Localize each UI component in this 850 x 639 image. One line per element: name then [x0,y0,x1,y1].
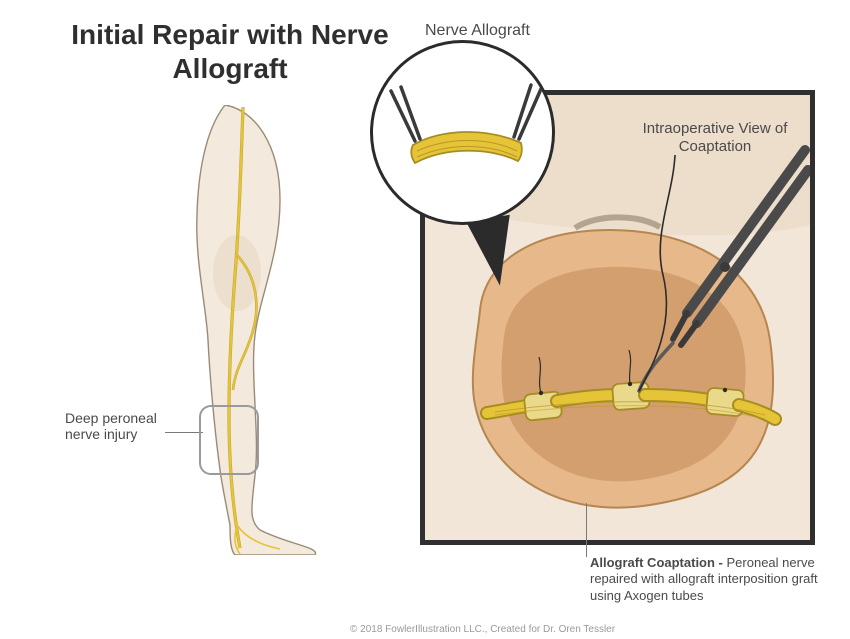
leg-svg [55,105,355,555]
allograft-inset [370,40,555,225]
injury-callout-box [199,405,259,475]
page-title: Initial Repair with Nerve Allograft [70,18,390,85]
copyright-text: © 2018 FowlerIllustration LLC., Created … [350,624,615,635]
coaptation-heading: Allograft Coaptation - [590,555,723,570]
injury-label: Deep peroneal nerve injury [65,410,165,442]
coaptation-label: Allograft Coaptation - Peroneal nerve re… [590,555,835,604]
leg-illustration: Deep peroneal nerve injury [55,105,355,555]
inset-label: Nerve Allograft [425,22,530,40]
coaptation-leader-line [586,503,587,557]
inset-svg [373,43,555,225]
intraoperative-label: Intraoperative View of Coaptation [640,120,790,156]
